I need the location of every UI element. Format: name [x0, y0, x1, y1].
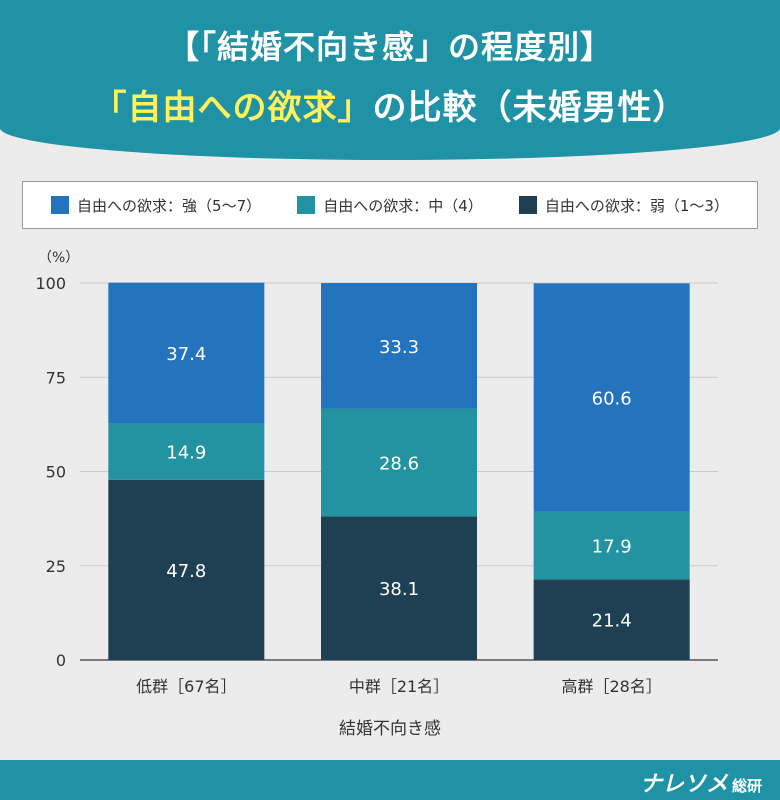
brand-name: ナレソメ — [639, 772, 728, 797]
bar-segment — [533, 511, 690, 580]
footer-bar: ナレソメ 総研 — [0, 760, 780, 800]
legend-label-weak: 自由への欲求：弱（1〜3） — [544, 196, 729, 215]
brand-logo: ナレソメ 総研 — [640, 766, 762, 798]
bar-segment — [321, 516, 477, 660]
legend-label-strong: 自由への欲求：強（5〜7） — [77, 196, 262, 215]
bar-segment — [321, 408, 477, 517]
y-axis-label: （%） — [38, 250, 79, 266]
title-highlight: 「自由への欲求」 — [92, 88, 373, 128]
y-tick-label: 25 — [46, 557, 66, 576]
title-line-2: 「自由への欲求」の比較（未婚男性） — [0, 80, 780, 129]
data-label: 47.8 — [166, 561, 206, 582]
data-label: 14.9 — [166, 443, 206, 464]
title-line-1: 【「結婚不向き感」の程度別】 — [166, 28, 613, 66]
bar-segment — [108, 282, 265, 424]
header-banner: 【「結婚不向き感」の程度別】 「自由への欲求」の比較（未婚男性） — [0, 0, 780, 160]
bar-segment — [533, 283, 690, 512]
legend-swatch-medium — [297, 196, 316, 214]
bar-segment — [108, 479, 265, 660]
legend-item-weak: 自由への欲求：弱（1〜3） — [518, 195, 729, 216]
data-label: 28.6 — [379, 453, 419, 474]
legend-item-strong: 自由への欲求：強（5〜7） — [51, 195, 261, 216]
data-label: 37.4 — [166, 344, 206, 365]
legend-swatch-strong — [51, 196, 70, 214]
x-tick-label: 低群［67名］ — [136, 677, 236, 696]
title-rest: の比較（未婚男性） — [372, 88, 688, 128]
legend-label-medium: 自由への欲求：中（4） — [323, 196, 483, 215]
data-label: 60.6 — [592, 389, 632, 410]
legend-swatch-weak — [518, 196, 537, 214]
stacked-bar-chart: 0 25 50 75 100 （%） 47.8 14.9 37.4 低群［67名］ 38.1 28.6… — [35, 250, 718, 739]
x-tick-label: 高群［28名］ — [561, 677, 661, 696]
y-tick-label: 50 — [46, 463, 66, 482]
bar-segment — [108, 423, 265, 480]
x-axis-label: 結婚不向き感 — [339, 719, 441, 739]
y-tick-label: 75 — [46, 368, 66, 387]
x-tick-label: 中群［21名］ — [349, 677, 449, 696]
data-label: 38.1 — [379, 579, 419, 600]
legend-item-medium: 自由への欲求：中（4） — [297, 195, 483, 216]
y-tick-label: 100 — [35, 274, 66, 293]
data-label: 33.3 — [379, 337, 419, 358]
y-tick-label: 0 — [56, 651, 66, 670]
brand-suffix: 総研 — [731, 777, 762, 795]
bar-segment — [321, 283, 477, 409]
data-label: 21.4 — [592, 611, 632, 632]
legend: 自由への欲求：強（5〜7） 自由への欲求：中（4） 自由への欲求：弱（1〜3） — [22, 181, 758, 229]
data-label: 17.9 — [592, 537, 632, 558]
bar-segment — [533, 579, 690, 660]
